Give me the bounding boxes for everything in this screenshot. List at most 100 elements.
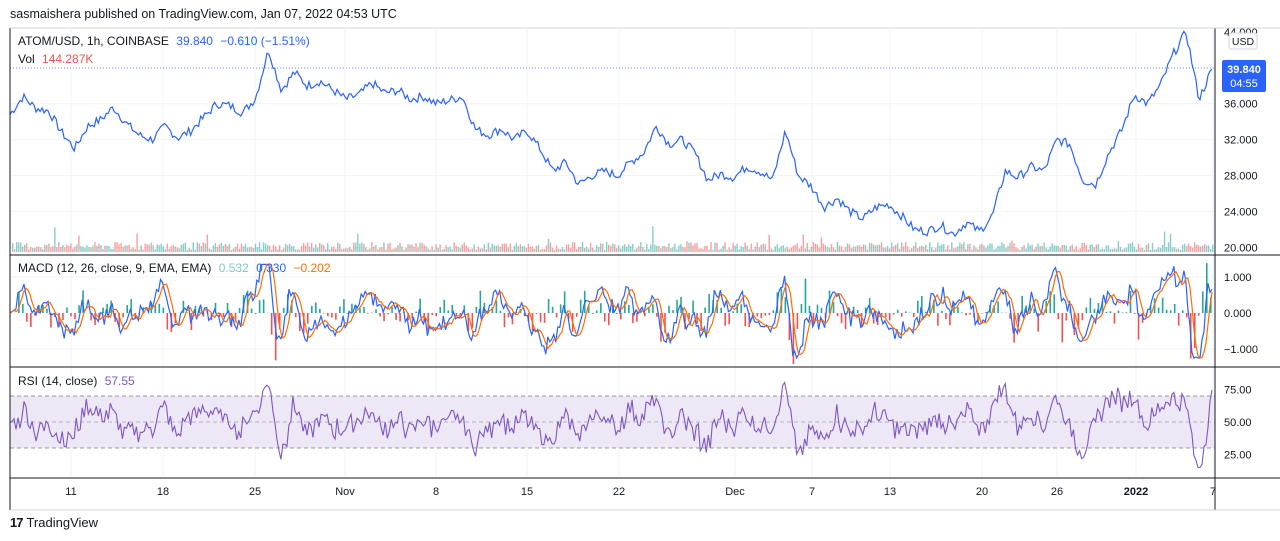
macd-hist-bar bbox=[732, 311, 735, 313]
volume-bar bbox=[569, 247, 572, 252]
volume-bar bbox=[260, 249, 263, 252]
volume-bar bbox=[648, 248, 650, 252]
volume-bar bbox=[182, 243, 184, 252]
volume-bar bbox=[371, 242, 373, 252]
macd-hist-bar bbox=[551, 306, 554, 313]
macd-signal-value: −0.202 bbox=[293, 261, 331, 275]
macd-line bbox=[9, 263, 1213, 360]
macd-hist-bar bbox=[158, 303, 161, 313]
volume-bar bbox=[949, 249, 951, 252]
volume-bar bbox=[959, 242, 961, 252]
macd-hist-bar bbox=[784, 297, 787, 313]
macd-hist-bar bbox=[1065, 313, 1068, 321]
volume-bar bbox=[1037, 243, 1039, 252]
volume-bar bbox=[477, 246, 479, 252]
volume-bar bbox=[738, 249, 740, 252]
volume-bar bbox=[349, 246, 351, 252]
volume-bar bbox=[740, 246, 742, 252]
volume-bar bbox=[862, 244, 865, 252]
macd-legend[interactable]: MACD (12, 26, close, 9, EMA, EMA) 0.532 … bbox=[18, 261, 335, 275]
volume-bar bbox=[286, 245, 289, 252]
volume-bar bbox=[1201, 245, 1204, 252]
macd-tick-label: 0.000 bbox=[1224, 308, 1252, 320]
volume-bar bbox=[1151, 242, 1154, 252]
volume-bar bbox=[868, 242, 871, 252]
volume-bar bbox=[778, 248, 780, 252]
volume-bar bbox=[1011, 240, 1013, 252]
volume-bar bbox=[1073, 248, 1075, 252]
macd-hist-bar bbox=[258, 300, 261, 313]
macd-hist-bar bbox=[772, 310, 775, 313]
volume-bar bbox=[1063, 244, 1065, 252]
volume-bar bbox=[76, 244, 78, 252]
macd-hist-bar bbox=[1073, 313, 1076, 336]
price-tick-label: 20.000 bbox=[1224, 243, 1258, 255]
footer-brand[interactable]: 17 TradingView bbox=[10, 515, 98, 530]
volume-bar bbox=[622, 245, 624, 252]
volume-legend[interactable]: Vol 144.287K bbox=[18, 52, 97, 66]
volume-bar bbox=[824, 245, 827, 252]
volume-bar bbox=[1139, 247, 1142, 252]
time-tick-label: 26 bbox=[1051, 486, 1063, 498]
volume-bar bbox=[1113, 248, 1116, 252]
volume-bar bbox=[1015, 247, 1017, 252]
time-tick-labels: 11 18 25 Nov 8 15 22 Dec 7 13 20 26 2022 7 bbox=[65, 486, 1216, 498]
volume-bar bbox=[784, 248, 786, 252]
macd-hist-bar bbox=[864, 307, 867, 313]
volume-bar bbox=[664, 246, 666, 252]
volume-bar bbox=[214, 243, 217, 252]
volume-bar bbox=[561, 247, 564, 252]
volume-bar bbox=[599, 243, 602, 252]
volume-bar bbox=[483, 244, 485, 252]
volume-bar bbox=[425, 246, 427, 252]
volume-bar bbox=[1159, 247, 1162, 252]
volume-bar bbox=[1061, 244, 1063, 252]
volume-bar bbox=[828, 247, 831, 252]
volume-bar bbox=[794, 244, 797, 252]
macd-hist-bar bbox=[852, 306, 855, 313]
volume-bar bbox=[30, 247, 32, 252]
main-legend[interactable]: ATOM/USD, 1h, COINBASE 39.840 −0.610 (−1… bbox=[18, 34, 314, 48]
volume-bar bbox=[923, 246, 925, 252]
macd-hist-bar bbox=[282, 307, 285, 313]
currency-badge[interactable] bbox=[1228, 32, 1258, 50]
volume-bar bbox=[818, 247, 821, 252]
volume-bar bbox=[890, 242, 893, 252]
volume-bar bbox=[339, 243, 341, 252]
volume-bar bbox=[1149, 249, 1152, 252]
volume-bar bbox=[34, 247, 36, 252]
volume-bar bbox=[921, 245, 923, 252]
volume-bar bbox=[1101, 248, 1104, 252]
macd-hist-bar bbox=[965, 313, 967, 316]
macd-hist-bar bbox=[704, 307, 706, 313]
volume-bar bbox=[634, 249, 636, 252]
macd-hist-bar bbox=[632, 313, 634, 324]
macd-hist-bar bbox=[872, 313, 875, 324]
volume-bar bbox=[589, 242, 592, 252]
volume-bar bbox=[387, 243, 389, 252]
volume-bar bbox=[240, 243, 243, 252]
macd-hist-bar bbox=[1157, 307, 1160, 313]
currency-label: USD bbox=[1232, 36, 1255, 48]
volume-bar bbox=[579, 246, 582, 252]
volume-bar bbox=[278, 245, 281, 252]
volume-bar bbox=[1161, 244, 1164, 252]
macd-hist-bar bbox=[367, 313, 369, 314]
price-line bbox=[9, 30, 1213, 238]
volume-bar bbox=[493, 245, 496, 252]
volume-bar bbox=[1145, 244, 1148, 252]
volume-bar bbox=[150, 242, 152, 252]
volume-bar bbox=[822, 243, 825, 252]
volume-bar bbox=[389, 242, 391, 252]
macd-hist-bar bbox=[274, 313, 277, 361]
macd-hist-bar bbox=[595, 310, 598, 313]
volume-bar bbox=[527, 243, 530, 252]
macd-hist-bar bbox=[1013, 313, 1015, 343]
volume-bar bbox=[591, 247, 594, 252]
volume-bar bbox=[138, 249, 140, 252]
volume-bar bbox=[1041, 246, 1043, 252]
volume-bar bbox=[92, 245, 94, 252]
rsi-legend[interactable]: RSI (14, close) 57.55 bbox=[18, 374, 139, 388]
macd-hist-bar bbox=[499, 310, 502, 313]
